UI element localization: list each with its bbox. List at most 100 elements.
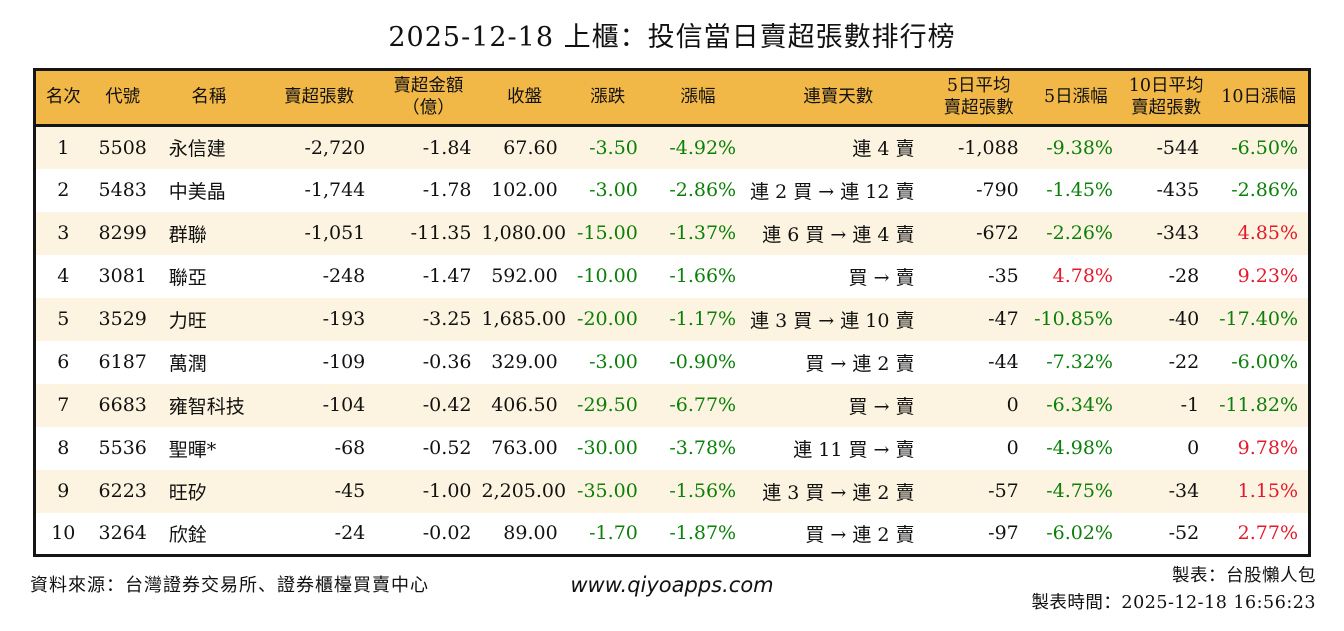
cell-avg5: -672: [976, 222, 1019, 244]
cell-sell_amount: -0.02: [422, 522, 472, 545]
cell-change: -3.50: [589, 136, 638, 159]
cell-avg10: -52: [1168, 522, 1200, 545]
cell-pct5: -4.98%: [1046, 437, 1113, 459]
cell-pct10: 2.77%: [1237, 522, 1298, 545]
cell-change_pct: -6.77%: [669, 394, 737, 416]
col-header-sell_amount: 賣超金額 （億）: [375, 69, 482, 127]
cell-pct10: -6.50%: [1231, 136, 1298, 159]
cell-avg5: -35: [988, 265, 1019, 287]
cell-avg5: -44: [988, 351, 1019, 373]
cell-streak: 連 2 買 → 連 12 賣: [750, 180, 915, 203]
table-row: 7 6683 雍智科技 -104 -0.42 406.50 -29.50 -6.77% 買 → …: [34, 383, 1310, 427]
cell-code: 6187: [98, 351, 147, 373]
cell-pct10: -2.86%: [1231, 179, 1298, 201]
cell-streak: 連 3 買 → 連 10 賣: [750, 309, 915, 332]
cell-avg10: 0: [1187, 437, 1200, 459]
cell-sell_volume: -24: [334, 522, 366, 545]
cell-close: 592.00: [491, 265, 558, 287]
cell-pct10: -17.40%: [1219, 308, 1298, 330]
cell-change_pct: -4.92%: [669, 136, 737, 159]
cell-code: 5508: [98, 136, 147, 159]
cell-name: 旺矽: [168, 481, 207, 504]
cell-sell_amount: -0.36: [422, 351, 472, 373]
cell-close: 763.00: [491, 437, 558, 459]
cell-sell_volume: -104: [322, 394, 366, 416]
cell-change: -29.50: [577, 394, 638, 416]
cell-name: 萬潤: [168, 352, 207, 375]
cell-code: 3529: [98, 308, 147, 330]
cell-avg10: -1: [1180, 394, 1200, 416]
footer: 資料來源：台灣證券交易所、證券櫃檯買賣中心 www.qiyoapps.com 製…: [28, 563, 1316, 619]
cell-sell_amount: -1.84: [422, 136, 472, 159]
col-header-rank: 名次: [34, 69, 91, 127]
table-row: 3 8299 群聯 -1,051 -11.35 1,080.00 -15.00 -1.37% 連…: [34, 211, 1310, 255]
cell-avg5: -1,088: [957, 136, 1019, 159]
timestamp-label: 製表時間：2025-12-18 16:56:23: [1031, 593, 1316, 613]
cell-change: -10.00: [577, 265, 638, 287]
cell-close: 67.60: [503, 136, 558, 159]
col-header-change_pct: 漲幅: [647, 69, 749, 127]
cell-pct5: -2.26%: [1046, 222, 1113, 244]
cell-code: 3081: [98, 265, 147, 287]
cell-code: 8299: [98, 222, 147, 244]
cell-pct5: -6.02%: [1046, 522, 1113, 545]
cell-pct10: 1.15%: [1237, 480, 1298, 502]
cell-rank: 7: [57, 394, 70, 416]
cell-streak: 買 → 連 2 賣: [805, 352, 915, 375]
cell-code: 5483: [98, 179, 147, 201]
cell-streak: 連 11 買 → 賣: [793, 438, 915, 461]
cell-pct5: -4.75%: [1046, 480, 1113, 502]
cell-pct10: 9.78%: [1237, 437, 1298, 459]
col-header-sell_volume: 賣超張數: [263, 69, 376, 127]
cell-rank: 2: [57, 179, 70, 201]
cell-name: 中美晶: [168, 180, 226, 203]
col-header-avg10: 10日平均 賣超張數: [1122, 69, 1210, 127]
cell-close: 1,685.00: [481, 308, 567, 330]
cell-sell_amount: -1.00: [422, 480, 472, 502]
cell-sell_volume: -68: [334, 437, 366, 459]
cell-avg10: -544: [1156, 136, 1200, 159]
col-header-avg5: 5日平均 賣超張數: [928, 69, 1029, 127]
cell-pct5: -9.38%: [1046, 136, 1113, 159]
cell-pct5: -1.45%: [1046, 179, 1113, 201]
cell-streak: 買 → 賣: [848, 266, 915, 289]
table-row: 9 6223 旺矽 -45 -1.00 2,205.00 -35.00 -1.56% 連 3 買…: [34, 469, 1310, 513]
cell-sell_amount: -0.42: [422, 394, 472, 416]
cell-pct10: -11.82%: [1219, 394, 1298, 416]
cell-sell_amount: -3.25: [422, 308, 472, 330]
cell-streak: 買 → 連 2 賣: [805, 523, 915, 546]
table-row: 1 5508 永信建 -2,720 -1.84 67.60 -3.50 -4.92% 連 4 賣…: [34, 125, 1310, 169]
cell-sell_volume: -45: [334, 480, 366, 502]
cell-streak: 連 4 賣: [852, 138, 915, 161]
cell-pct5: 4.78%: [1052, 265, 1113, 287]
ranking-table: 名次 代號 名稱 賣超張數 賣超金額 （億） 收盤 漲跌 漲幅 連賣天數 5日平均 賣超張數 5日漲…: [33, 68, 1311, 557]
cell-avg5: -47: [988, 308, 1019, 330]
cell-pct10: -6.00%: [1231, 351, 1298, 373]
table-row: 10 3264 欣銓 -24 -0.02 89.00 -1.70 -1.87% 買 → 連 2 …: [34, 512, 1310, 556]
table-header-row: 名次 代號 名稱 賣超張數 賣超金額 （億） 收盤 漲跌 漲幅 連賣天數 5日平均 賣超張數 5日漲…: [34, 69, 1310, 127]
cell-close: 406.50: [491, 394, 558, 416]
cell-rank: 9: [57, 480, 70, 502]
col-header-pct5: 5日漲幅: [1028, 69, 1123, 127]
col-header-code: 代號: [90, 69, 155, 127]
cell-sell_volume: -248: [322, 265, 366, 287]
cell-name: 雍智科技: [168, 395, 245, 418]
cell-avg10: -435: [1156, 179, 1200, 201]
cell-change: -15.00: [577, 222, 638, 244]
cell-change_pct: -1.56%: [669, 480, 737, 502]
cell-sell_volume: -109: [322, 351, 366, 373]
cell-name: 聖暉*: [168, 438, 217, 461]
cell-change_pct: -1.87%: [669, 522, 737, 545]
cell-sell_amount: -0.52: [422, 437, 472, 459]
report-page: 2025-12-18 上櫃：投信當日賣超張數排行榜 名次 代號 名稱 賣超張數 賣超金額…: [0, 19, 1344, 619]
cell-code: 5536: [98, 437, 147, 459]
cell-sell_amount: -1.78: [422, 179, 472, 201]
cell-close: 1,080.00: [481, 222, 567, 244]
cell-code: 6683: [98, 394, 147, 416]
cell-streak: 買 → 賣: [848, 395, 915, 418]
cell-avg5: 0: [1006, 437, 1019, 459]
cell-change: -35.00: [577, 480, 638, 502]
maker-label: 製表：台股懶人包: [1172, 566, 1316, 586]
cell-rank: 1: [57, 136, 70, 159]
cell-code: 6223: [98, 480, 147, 502]
